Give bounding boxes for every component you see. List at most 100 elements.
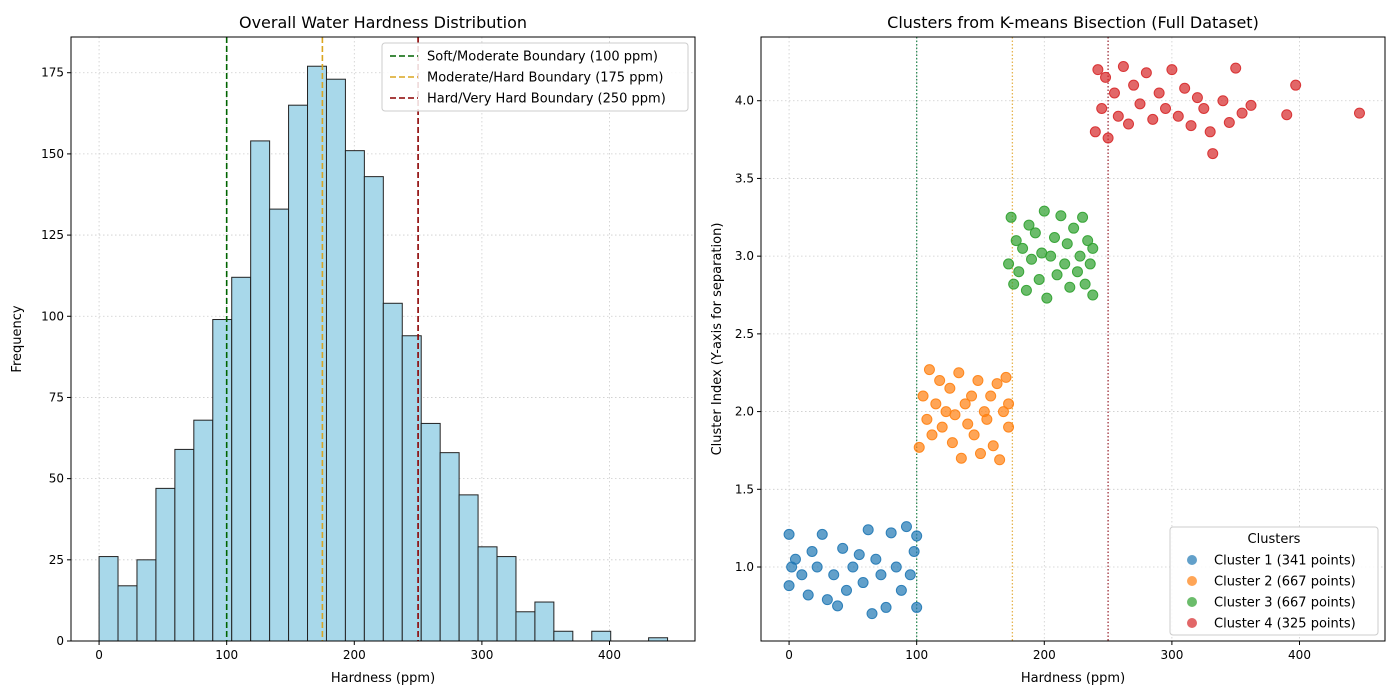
bar [515, 611, 536, 642]
point [1003, 398, 1015, 410]
y-tick-label: 125 [41, 228, 64, 242]
point [911, 530, 923, 542]
y-tick-label: 25 [49, 553, 64, 567]
point [1013, 266, 1025, 278]
point [1092, 64, 1104, 76]
point [802, 589, 814, 601]
point [1179, 82, 1191, 94]
point [900, 521, 912, 533]
point [837, 542, 849, 554]
point [946, 437, 958, 449]
point [783, 580, 795, 592]
legend-swatch [1187, 618, 1197, 628]
point [783, 528, 795, 540]
point [1096, 102, 1108, 114]
point [930, 398, 942, 410]
plot-frame [70, 36, 696, 642]
point [1051, 269, 1063, 281]
point [806, 545, 818, 557]
point [1055, 210, 1067, 222]
x-tick-label: 300 [1160, 648, 1183, 662]
bar [269, 208, 290, 642]
point [1087, 289, 1099, 301]
point [862, 524, 874, 536]
bar [344, 150, 365, 642]
point [955, 452, 967, 464]
point [1045, 250, 1057, 262]
point [870, 553, 882, 565]
point [1089, 126, 1101, 138]
point [847, 561, 859, 573]
point [1038, 205, 1050, 217]
point [1048, 232, 1060, 244]
bar [553, 630, 574, 642]
chart-title: Overall Water Hardness Distribution [239, 13, 527, 32]
point [1033, 273, 1045, 285]
point [1217, 95, 1229, 107]
bar [325, 78, 346, 642]
legend-label: Cluster 1 (341 points) [1214, 554, 1356, 569]
bar [231, 276, 252, 642]
legend-label: Cluster 4 (325 points) [1214, 617, 1356, 632]
legend-swatch [1187, 576, 1197, 586]
x-tick-label: 0 [785, 648, 793, 662]
point [1010, 235, 1022, 247]
bar [193, 419, 214, 642]
legend-box [1169, 526, 1379, 636]
bar [496, 556, 517, 642]
point [1128, 79, 1140, 91]
bar [477, 546, 498, 642]
x-tick-label: 400 [1288, 648, 1311, 662]
bar [174, 448, 195, 642]
bar [212, 319, 233, 642]
point [908, 545, 920, 557]
y-tick-label: 2.5 [735, 327, 754, 341]
point [1082, 235, 1094, 247]
y-tick-label: 1.0 [735, 560, 754, 574]
point [1160, 102, 1172, 114]
bar [307, 65, 327, 642]
legend-swatch [1187, 597, 1197, 607]
point [921, 413, 933, 425]
point [1074, 250, 1086, 262]
point [1023, 219, 1035, 231]
x-tick-label: 200 [343, 648, 366, 662]
chart-title: Clusters from K-means Bisection (Full Da… [887, 13, 1259, 32]
legend-swatch [1187, 555, 1197, 565]
x-tick-label: 0 [95, 648, 103, 662]
point [936, 421, 948, 433]
y-axis-label: Cluster Index (Y-axis for separation) [710, 223, 725, 456]
point [926, 429, 938, 441]
point [994, 454, 1006, 466]
point [1102, 132, 1114, 144]
point [789, 553, 801, 565]
bar [363, 176, 384, 642]
y-tick-label: 150 [41, 147, 64, 161]
y-tick-label: 1.5 [735, 482, 754, 496]
point [816, 528, 828, 540]
legend-label: Hard/Very Hard Boundary (250 ppm) [427, 92, 666, 107]
bar [117, 585, 138, 642]
point [985, 390, 997, 402]
y-tick-label: 3.5 [735, 171, 754, 185]
plot-frame [760, 36, 1386, 642]
point [953, 367, 965, 379]
point [1172, 110, 1184, 122]
y-tick-label: 2.0 [735, 405, 754, 419]
point [987, 440, 999, 452]
point [1204, 126, 1216, 138]
legend-label: Cluster 3 (667 points) [1214, 596, 1356, 611]
point [1185, 120, 1197, 132]
point [1198, 102, 1210, 114]
point [913, 441, 925, 453]
point [997, 406, 1009, 418]
point [1290, 79, 1302, 91]
point [966, 390, 978, 402]
point [1223, 116, 1235, 128]
point [981, 413, 993, 425]
y-tick-label: 75 [49, 390, 64, 404]
bar [250, 140, 271, 642]
point [890, 561, 902, 573]
